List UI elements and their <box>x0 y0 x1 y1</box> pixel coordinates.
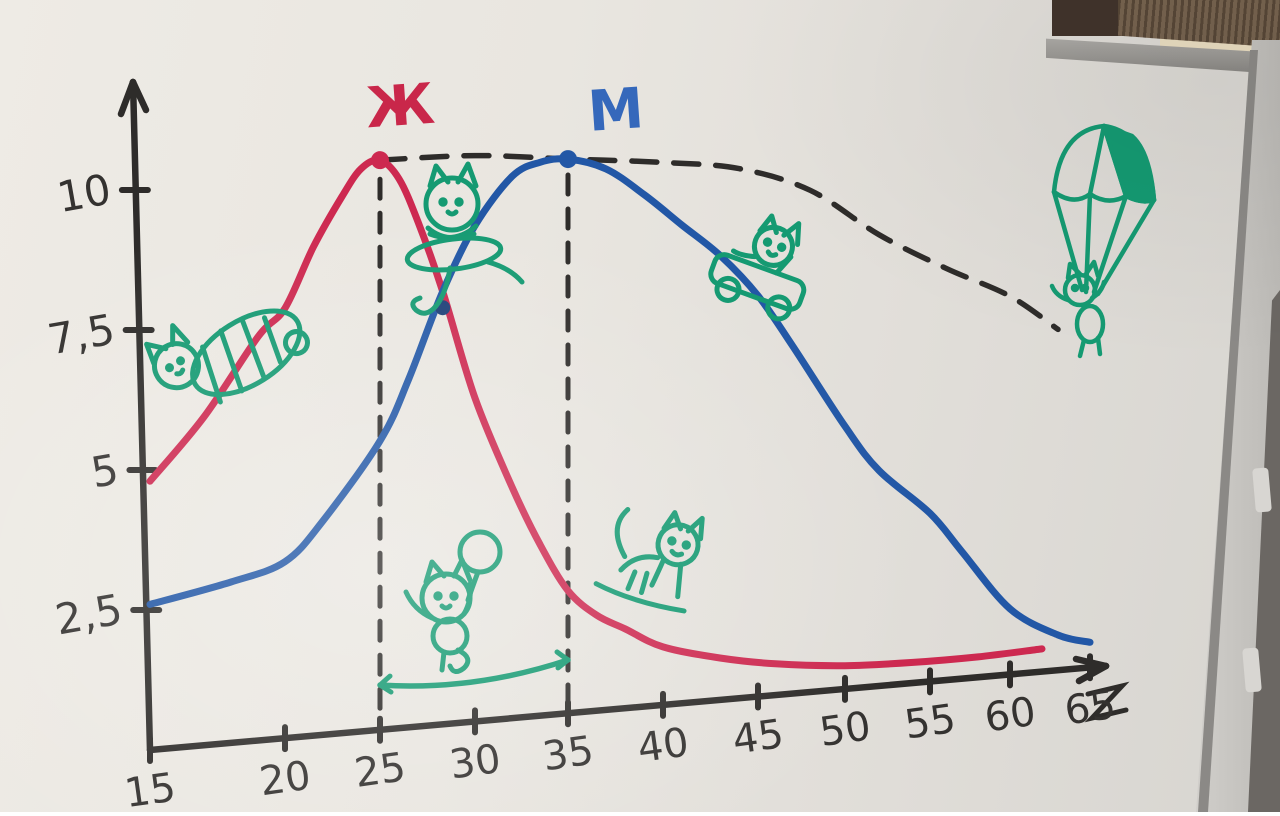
svg-text:25: 25 <box>352 744 409 797</box>
svg-text:7,5: 7,5 <box>44 305 118 365</box>
svg-text:55: 55 <box>902 696 959 749</box>
svg-text:50: 50 <box>817 703 874 756</box>
cat-toddler-with-balloon-icon <box>403 529 503 674</box>
cat-parachuting-icon <box>1049 123 1157 359</box>
series-label-zh: Ж <box>363 71 437 142</box>
svg-text:65: 65 <box>1062 682 1119 735</box>
svg-text:40: 40 <box>635 719 692 772</box>
svg-text:2,5: 2,5 <box>52 585 126 645</box>
svg-text:5: 5 <box>87 445 122 498</box>
axis-ticks-and-labels: 15 20 25 30 35 40 45 50 55 60 65 10 7,5 5 2,5 <box>44 165 1119 816</box>
green-range-bracket <box>377 649 571 695</box>
dashed-guides <box>377 152 1061 726</box>
svg-text:60: 60 <box>982 689 1039 742</box>
axes <box>117 78 1130 754</box>
series-label-m: М <box>585 76 646 145</box>
svg-text:15: 15 <box>122 765 179 812</box>
cat-skier-icon <box>593 507 705 614</box>
svg-text:30: 30 <box>447 736 504 789</box>
cat-driving-car-icon <box>708 213 807 322</box>
cat-ballerina-icon <box>404 161 525 316</box>
svg-text:10: 10 <box>53 165 114 223</box>
distribution-curves <box>146 155 1094 670</box>
cat-swaddled-kitten-icon <box>144 308 310 405</box>
svg-text:35: 35 <box>540 728 597 781</box>
svg-text:20: 20 <box>257 753 314 806</box>
svg-text:45: 45 <box>730 711 787 764</box>
